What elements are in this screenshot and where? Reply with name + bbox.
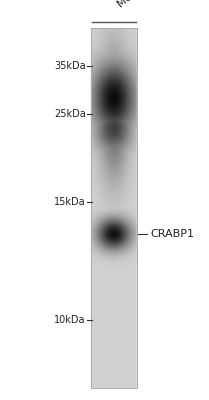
Text: Mouse testis: Mouse testis	[116, 0, 173, 10]
Text: CRABP1: CRABP1	[150, 229, 195, 239]
Bar	[91, 28, 137, 388]
Text: 25kDa: 25kDa	[54, 109, 86, 119]
Text: 10kDa: 10kDa	[54, 315, 86, 325]
Text: 15kDa: 15kDa	[54, 197, 86, 207]
Text: 35kDa: 35kDa	[54, 61, 86, 71]
